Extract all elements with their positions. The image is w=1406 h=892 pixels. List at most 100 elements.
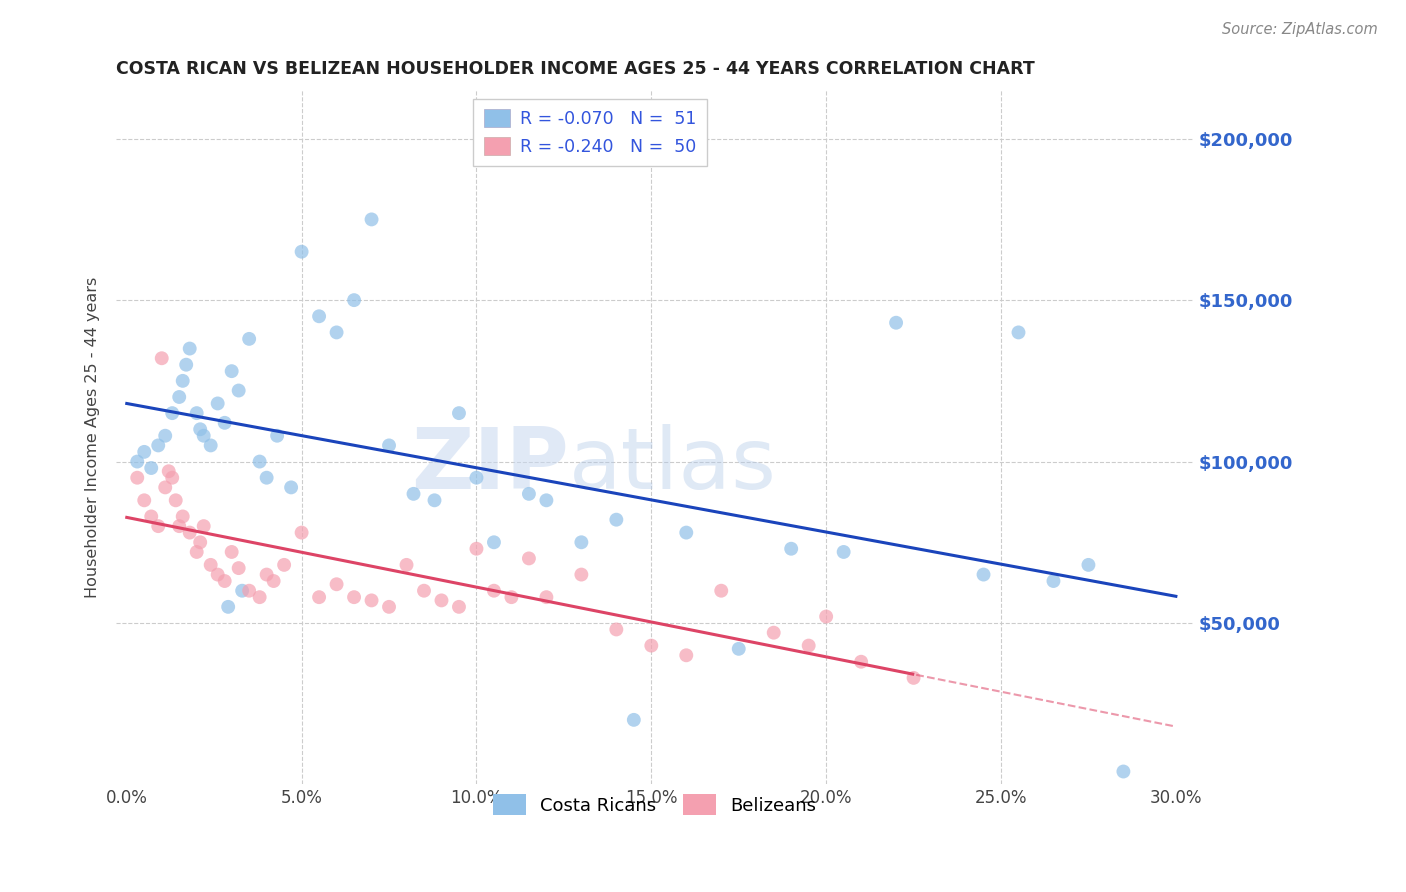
Point [172,374,194,388]
Point [710,583,733,598]
Point [228,561,250,575]
Point [903,671,925,685]
Point [263,574,285,588]
Point [501,590,523,604]
Point [134,445,156,459]
Point [308,590,330,604]
Point [193,428,215,442]
Text: COSTA RICAN VS BELIZEAN HOUSEHOLDER INCOME AGES 25 - 44 YEARS CORRELATION CHART: COSTA RICAN VS BELIZEAN HOUSEHOLDER INCO… [117,60,1035,78]
Y-axis label: Householder Income Ages 25 - 44 years: Householder Income Ages 25 - 44 years [86,277,100,598]
Point [378,438,401,452]
Point [193,519,215,533]
Point [343,590,366,604]
Point [148,438,170,452]
Point [536,590,558,604]
Point [623,713,645,727]
Point [249,590,271,604]
Point [280,480,302,494]
Point [675,525,697,540]
Point [605,623,627,637]
Point [160,471,183,485]
Point [465,541,488,556]
Point [1007,326,1029,340]
Point [221,545,243,559]
Point [447,406,470,420]
Point [174,358,197,372]
Point [536,493,558,508]
Point [569,567,592,582]
Point [207,567,229,582]
Point [423,493,446,508]
Point [155,480,177,494]
Point [256,567,278,582]
Text: ZIP: ZIP [411,424,568,507]
Point [150,351,173,366]
Point [155,428,177,442]
Point [815,609,838,624]
Point [231,583,253,598]
Point [402,487,425,501]
Point [186,406,208,420]
Point [127,454,149,468]
Point [134,493,156,508]
Point [325,326,347,340]
Point [188,422,211,436]
Point [127,471,149,485]
Point [517,551,540,566]
Point [675,648,697,663]
Point [200,558,222,572]
Point [167,390,190,404]
Point [238,332,260,346]
Point [640,639,662,653]
Point [157,464,180,478]
Point [256,471,278,485]
Legend: Costa Ricans, Belizeans: Costa Ricans, Belizeans [484,785,825,824]
Point [273,558,295,572]
Point [148,519,170,533]
Point [179,525,201,540]
Point [217,599,239,614]
Point [291,244,314,259]
Point [727,641,749,656]
Point [308,310,330,324]
Point [482,535,505,549]
Point [188,535,211,549]
Point [517,487,540,501]
Point [482,583,505,598]
Point [605,513,627,527]
Point [172,509,194,524]
Point [160,406,183,420]
Point [249,454,271,468]
Point [1112,764,1135,779]
Point [291,525,314,540]
Point [167,519,190,533]
Point [179,342,201,356]
Point [325,577,347,591]
Point [465,471,488,485]
Point [569,535,592,549]
Point [884,316,907,330]
Point [780,541,803,556]
Point [832,545,855,559]
Point [214,416,236,430]
Point [343,293,366,307]
Point [1042,574,1064,588]
Point [395,558,418,572]
Point [221,364,243,378]
Point [200,438,222,452]
Text: atlas: atlas [568,424,776,507]
Point [1077,558,1099,572]
Point [266,428,288,442]
Point [849,655,872,669]
Point [447,599,470,614]
Point [186,545,208,559]
Point [360,593,382,607]
Point [762,625,785,640]
Point [228,384,250,398]
Point [797,639,820,653]
Point [207,396,229,410]
Point [430,593,453,607]
Point [360,212,382,227]
Point [165,493,187,508]
Point [214,574,236,588]
